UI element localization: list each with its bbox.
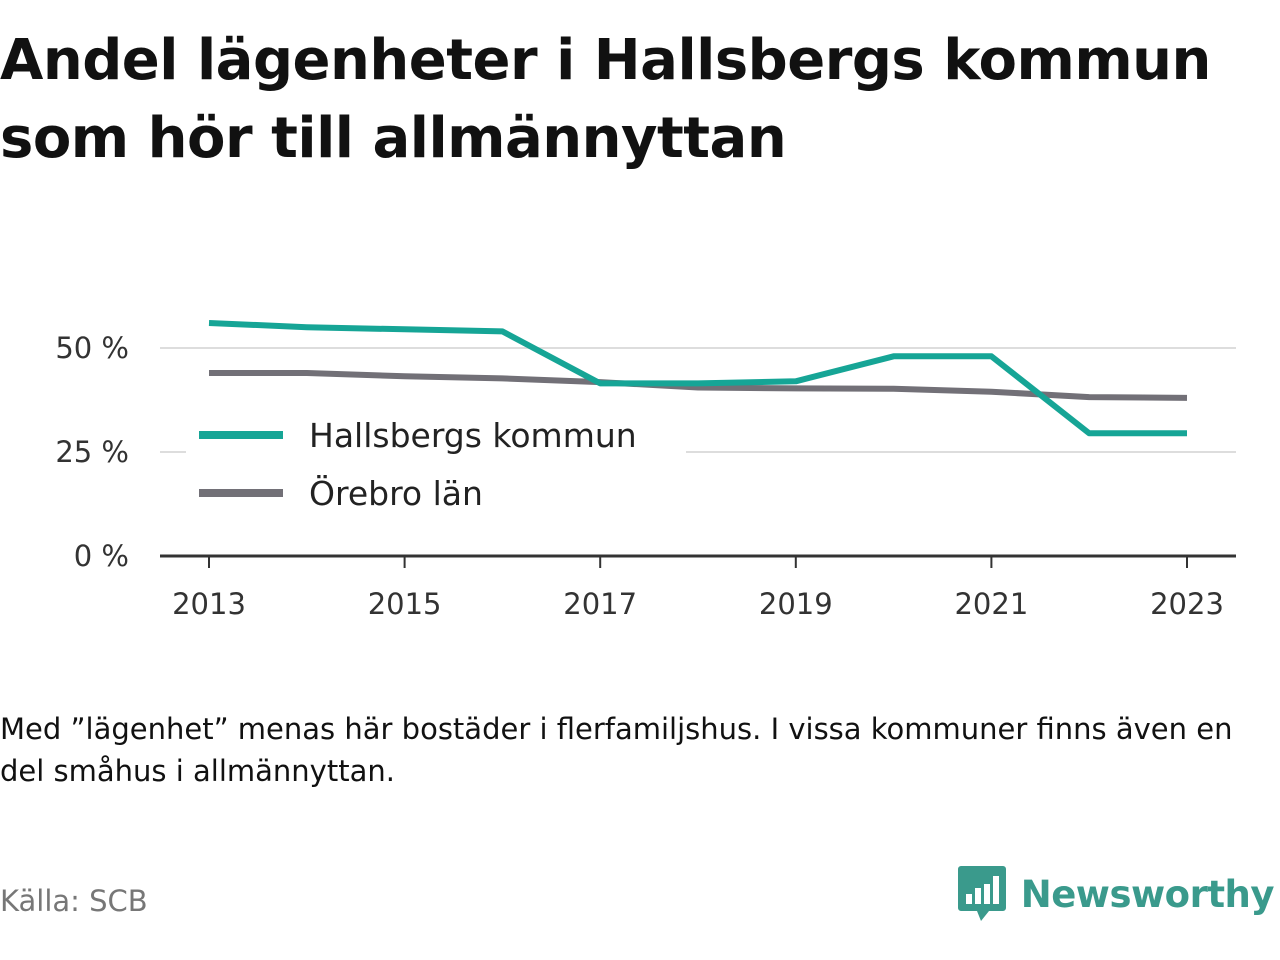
legend-label: Hallsbergs kommun [309,416,637,455]
chart-note: Med ”lägenhet” menas här bostäder i fler… [0,712,1233,788]
brand-logo[interactable]: Newsworthy [957,862,1275,926]
y-tick-label: 0 % [74,539,129,573]
line-chart: 0 % 25 % 50 % 2013 2015 2017 2019 2021 2023 Hal… [55,320,1236,621]
x-tick-label: 2019 [759,587,833,621]
series-line-hallsbergs-kommun [208,320,1187,437]
chart-title: Andel lägenheter i Hallsbergs kommun som… [0,28,1211,171]
brand-name: Newsworthy [1020,872,1275,916]
x-tick-label: 2021 [954,587,1028,621]
source-label: Källa: SCB [0,884,148,918]
legend-background [186,404,686,516]
y-tick-label: 50 % [55,331,129,365]
legend: Hallsbergs kommun Örebro län [186,404,686,516]
y-tick-label: 25 % [55,435,129,469]
x-tick-label: 2013 [172,587,246,621]
x-tick-label: 2015 [368,587,442,621]
series-line-orebro-lan [209,370,1188,401]
y-axis-ticks: 0 % 25 % 50 % [55,331,129,573]
legend-label: Örebro län [309,473,483,513]
x-axis-ticks: 2013 2015 2017 2019 2021 2023 [172,556,1224,621]
x-tick-label: 2017 [563,587,637,621]
x-tick-label: 2023 [1150,587,1224,621]
newsworthy-logo-icon [957,866,1006,921]
series-lines [208,320,1188,437]
